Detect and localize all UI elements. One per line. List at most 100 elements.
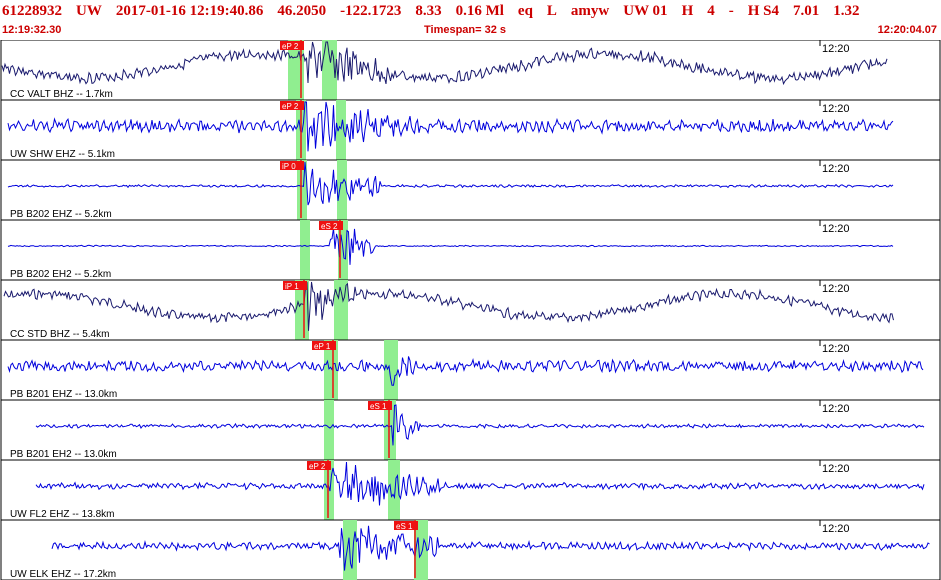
- trace-row[interactable]: eP 1 12:20 PB B201 EHZ -- 13.0km: [0, 339, 941, 401]
- phase-window: [297, 160, 307, 220]
- station-label: UW FL2 EHZ -- 13.8km: [10, 509, 114, 520]
- pick-marker-icon: [296, 101, 304, 107]
- pick-flag[interactable]: iP 1: [283, 280, 307, 338]
- trace-frame: [0, 40, 941, 101]
- event-summary-line: 61228932 UW 2017-01-16 12:19:40.86 46.2050-…: [2, 3, 874, 20]
- pick-flag[interactable]: eP 1: [312, 340, 336, 398]
- trace-frame: [0, 159, 941, 221]
- pick-marker-icon: [299, 281, 307, 287]
- event-value-b: 1.32: [833, 3, 860, 19]
- pick-label: eS 1: [396, 522, 413, 531]
- pick-label: eS 2: [321, 222, 338, 231]
- trace-row[interactable]: eS 1 12:20 PB B201 EH2 -- 13.0km: [0, 399, 941, 461]
- pick-box: [280, 161, 304, 170]
- event-longitude: -122.1723: [340, 3, 402, 19]
- pick-marker-icon: [328, 341, 336, 347]
- event-network: UW: [76, 3, 102, 19]
- event-phase-count: 4: [707, 3, 715, 19]
- phase-window: [324, 340, 338, 400]
- waveform: [1, 41, 888, 86]
- trace-frame: [0, 519, 941, 580]
- phase-window: [295, 280, 309, 340]
- time-mark: 12:20: [822, 463, 850, 475]
- waveform: [7, 228, 894, 265]
- event-quality: H: [681, 3, 694, 19]
- station-label: CC VALT BHZ -- 1.7km: [10, 89, 113, 100]
- trace-row[interactable]: eS 2 12:20 PB B202 EH2 -- 5.2km: [0, 219, 941, 281]
- phase-window: [414, 520, 428, 580]
- phase-window: [324, 400, 334, 460]
- pick-label: iP 1: [285, 282, 299, 291]
- trace-row[interactable]: eP 2 12:20 UW FL2 EHZ -- 13.8km: [0, 459, 941, 521]
- pick-box: [394, 521, 418, 530]
- event-separator: -: [728, 3, 734, 19]
- waveform: [35, 461, 925, 506]
- time-mark: 12:20: [822, 403, 850, 415]
- phase-window: [336, 100, 346, 160]
- pick-flag[interactable]: iP 0: [280, 160, 304, 218]
- waveform: [3, 281, 894, 331]
- pick-marker-icon: [296, 161, 304, 167]
- pick-marker-icon: [410, 521, 418, 527]
- station-label: CC STD BHZ -- 5.4km: [10, 329, 109, 340]
- phase-window: [300, 220, 310, 280]
- pick-box: [319, 221, 343, 230]
- waveform: [35, 404, 925, 446]
- trace-frame: [0, 459, 941, 521]
- trace-row[interactable]: eP 2 12:20 CC VALT BHZ -- 1.7km: [0, 40, 941, 101]
- trace-row[interactable]: eS 1 12:20 UW ELK EHZ -- 17.2km: [0, 519, 941, 580]
- event-latitude: 46.2050: [277, 3, 327, 19]
- event-flag: L: [546, 3, 557, 19]
- station-label: UW SHW EHZ -- 5.1km: [10, 149, 115, 160]
- pick-label: eP 1: [314, 342, 331, 351]
- seismogram-panel[interactable]: eP 2 12:20 CC VALT BHZ -- 1.7km eP 2 12:20 UW…: [0, 40, 941, 580]
- trace-row[interactable]: iP 1 12:20 CC STD BHZ -- 5.4km: [0, 279, 941, 341]
- window-end-time: 12:20:04.07: [877, 24, 937, 36]
- pick-marker-icon: [384, 401, 392, 407]
- pick-box: [312, 341, 336, 350]
- pick-flag[interactable]: eS 1: [394, 520, 418, 578]
- trace-row[interactable]: iP 0 12:20 PB B202 EHZ -- 5.2km: [0, 159, 941, 221]
- pick-label: eP 2: [309, 462, 326, 471]
- time-mark: 12:20: [822, 523, 850, 535]
- station-label: UW ELK EHZ -- 17.2km: [10, 569, 116, 580]
- pick-label: eP 2: [282, 42, 299, 51]
- trace-frame: [0, 339, 941, 401]
- pick-box: [307, 461, 331, 470]
- waveform: [51, 525, 930, 571]
- time-mark: 12:20: [822, 103, 850, 115]
- station-label: PB B201 EH2 -- 13.0km: [10, 449, 117, 460]
- time-mark: 12:20: [822, 163, 850, 175]
- phase-window: [337, 160, 347, 220]
- time-mark: 12:20: [822, 223, 850, 235]
- pick-flag[interactable]: eS 2: [319, 220, 343, 278]
- time-mark: 12:20: [822, 283, 850, 295]
- pick-flag[interactable]: eP 2: [280, 40, 304, 98]
- pick-marker-icon: [335, 221, 343, 227]
- phase-window: [324, 460, 334, 520]
- pick-label: eS 1: [370, 402, 387, 411]
- event-id: 61228932: [2, 3, 62, 19]
- event-header: 61228932 UW 2017-01-16 12:19:40.86 46.2050-…: [0, 0, 941, 38]
- timespan-label: Timespan= 32 s: [424, 24, 507, 36]
- event-analyst: amyw: [570, 3, 610, 19]
- pick-marker-icon: [323, 461, 331, 467]
- time-mark: 12:20: [822, 43, 850, 55]
- event-datetime: 2017-01-16 12:19:40.86: [115, 3, 264, 19]
- trace-row[interactable]: eP 2 12:20 UW SHW EHZ -- 5.1km: [0, 99, 941, 161]
- pick-flag[interactable]: eS 1: [368, 400, 392, 458]
- window-start-time: 12:19:32.30: [2, 24, 62, 36]
- pick-label: iP 0: [282, 162, 296, 171]
- pick-box: [280, 101, 304, 110]
- trace-frame: [0, 399, 941, 461]
- phase-window: [388, 460, 400, 520]
- pick-box: [283, 281, 307, 290]
- pick-label: eP 2: [282, 102, 299, 111]
- pick-marker-icon: [296, 41, 304, 47]
- event-depth: 8.33: [415, 3, 442, 19]
- station-label: PB B202 EHZ -- 5.2km: [10, 209, 112, 220]
- pick-flag[interactable]: eP 2: [280, 100, 304, 158]
- event-value-a: 7.01: [793, 3, 820, 19]
- trace-frame: [0, 219, 941, 281]
- pick-flag[interactable]: eP 2: [307, 460, 331, 518]
